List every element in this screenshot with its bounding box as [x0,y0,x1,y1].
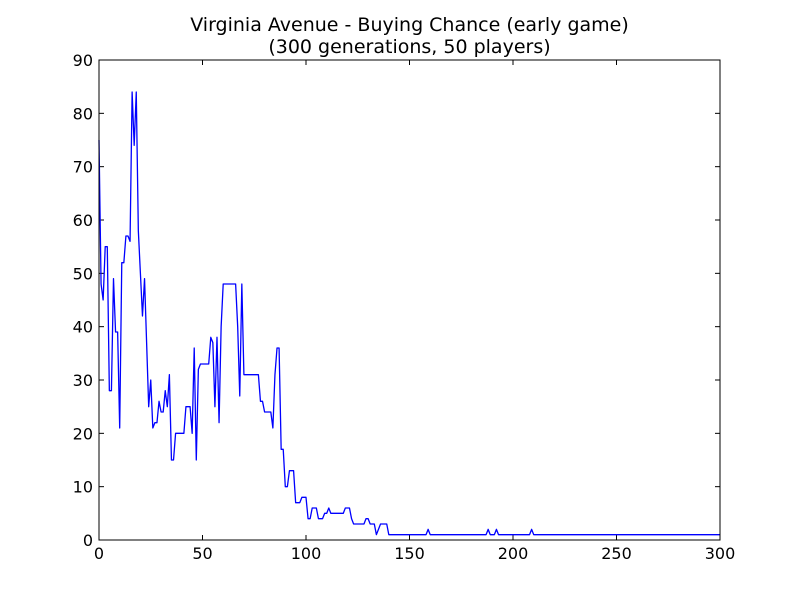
x-tick-label: 250 [601,544,632,563]
x-tick-label: 50 [192,544,212,563]
plot-frame [98,59,721,541]
y-tick-label: 60 [73,211,93,230]
axis-tick-labels: 0 50 100 150 200 250 300 0 10 20 30 40 50 60 70 80 90 [73,51,736,563]
chart-title-line1: Virginia Avenue - Buying Chance (early g… [190,14,629,36]
x-tick-label: 200 [498,544,529,563]
y-tick-label: 10 [73,478,93,497]
x-tick-label: 300 [705,544,736,563]
y-tick-label: 20 [73,424,93,443]
y-tick-label: 0 [83,531,93,550]
chart-title-line2: (300 generations, 50 players) [268,36,550,58]
series-line [98,91,720,536]
x-tick-label: 150 [394,544,425,563]
y-tick-label: 30 [73,371,93,390]
y-tick-label: 80 [73,104,93,123]
y-tick-label: 70 [73,158,93,177]
y-tick-label: 40 [73,318,93,337]
x-tick-label: 100 [291,544,322,563]
x-tick-label: 0 [94,544,104,563]
plot-area [99,60,720,540]
y-tick-label: 50 [73,264,93,283]
y-tick-label: 90 [73,51,93,70]
